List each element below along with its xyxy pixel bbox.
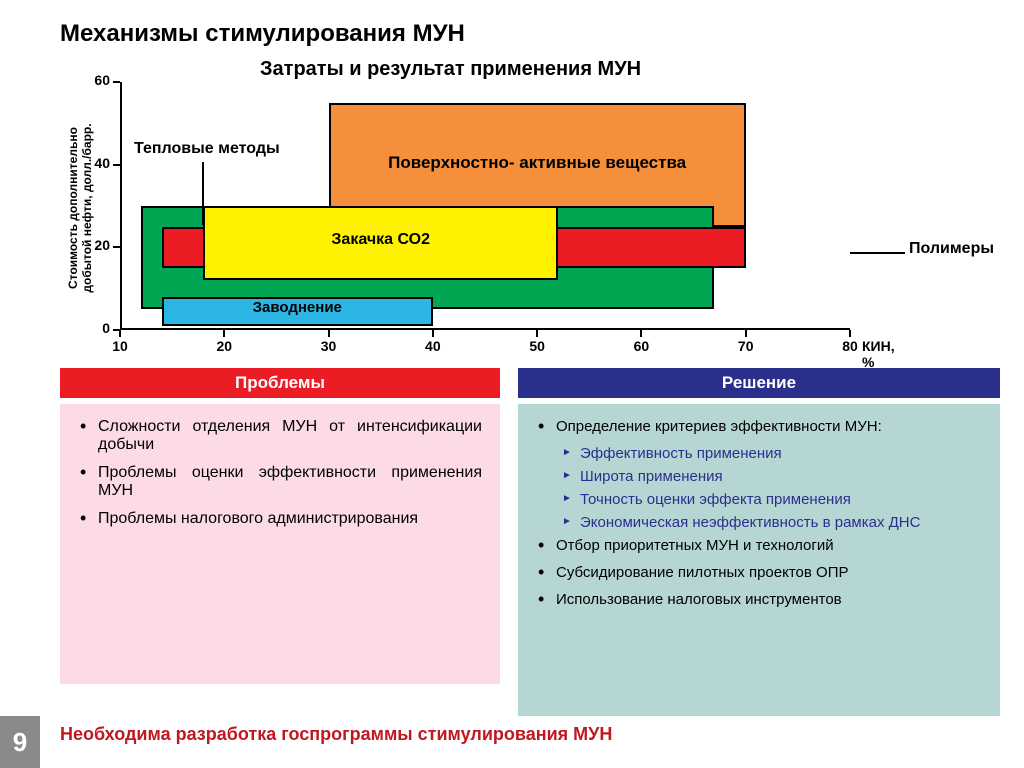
y-tick-label: 60	[76, 72, 110, 88]
chart-area: 02040601020304050607080КИН, %Стоимость д…	[120, 82, 850, 330]
x-axis-title: КИН, %	[862, 338, 895, 370]
x-tick-label: 60	[621, 338, 661, 354]
polymers-label: Полимеры	[909, 240, 994, 258]
problems-box: Сложности отделения МУН от интенсификаци…	[60, 404, 500, 684]
list-item: Отбор приоритетных МУН и технологий	[536, 537, 982, 554]
list-item: Точность оценки эффекта применения	[536, 491, 982, 508]
footer-line: Необходима разработка госпрограммы стиму…	[60, 724, 612, 745]
block-label-pav: Поверхностно- активные вещества	[335, 153, 740, 173]
page-number: 9	[0, 716, 40, 768]
solution-band: Решение	[518, 368, 1000, 398]
solution-list: Определение критериев эффективности МУН:…	[536, 418, 982, 608]
list-item: Определение критериев эффективности МУН:	[536, 418, 982, 435]
list-item: Проблемы налогового администрирования	[78, 510, 482, 528]
slide-title: Механизмы стимулирования МУН	[60, 20, 465, 48]
x-tick-label: 30	[309, 338, 349, 354]
list-item: Проблемы оценки эффективности применения…	[78, 464, 482, 500]
problems-list: Сложности отделения МУН от интенсификаци…	[78, 418, 482, 528]
block-label-flood: Заводнение	[168, 299, 427, 316]
block-label-co2: Закачка СО2	[209, 231, 552, 249]
x-tick-label: 70	[726, 338, 766, 354]
problems-band: Проблемы	[60, 368, 500, 398]
chart-title: Затраты и результат применения МУН	[260, 58, 641, 81]
x-tick-label: 40	[413, 338, 453, 354]
list-item: Эффективность применения	[536, 445, 982, 462]
list-item: Субсидирование пилотных проектов ОПР	[536, 564, 982, 581]
x-tick-label: 10	[100, 338, 140, 354]
list-item: Использование налоговых инструментов	[536, 591, 982, 608]
thermal-label: Тепловые методы	[134, 140, 280, 158]
x-tick-label: 20	[204, 338, 244, 354]
solution-box: Определение критериев эффективности МУН:…	[518, 404, 1000, 716]
y-axis-title: Стоимость дополнительнодобытой нефти, до…	[66, 98, 94, 318]
list-item: Экономическая неэффективность в рамках Д…	[536, 514, 982, 531]
x-tick-label: 50	[517, 338, 557, 354]
y-tick-label: 0	[76, 320, 110, 336]
list-item: Широта применения	[536, 468, 982, 485]
list-item: Сложности отделения МУН от интенсификаци…	[78, 418, 482, 454]
